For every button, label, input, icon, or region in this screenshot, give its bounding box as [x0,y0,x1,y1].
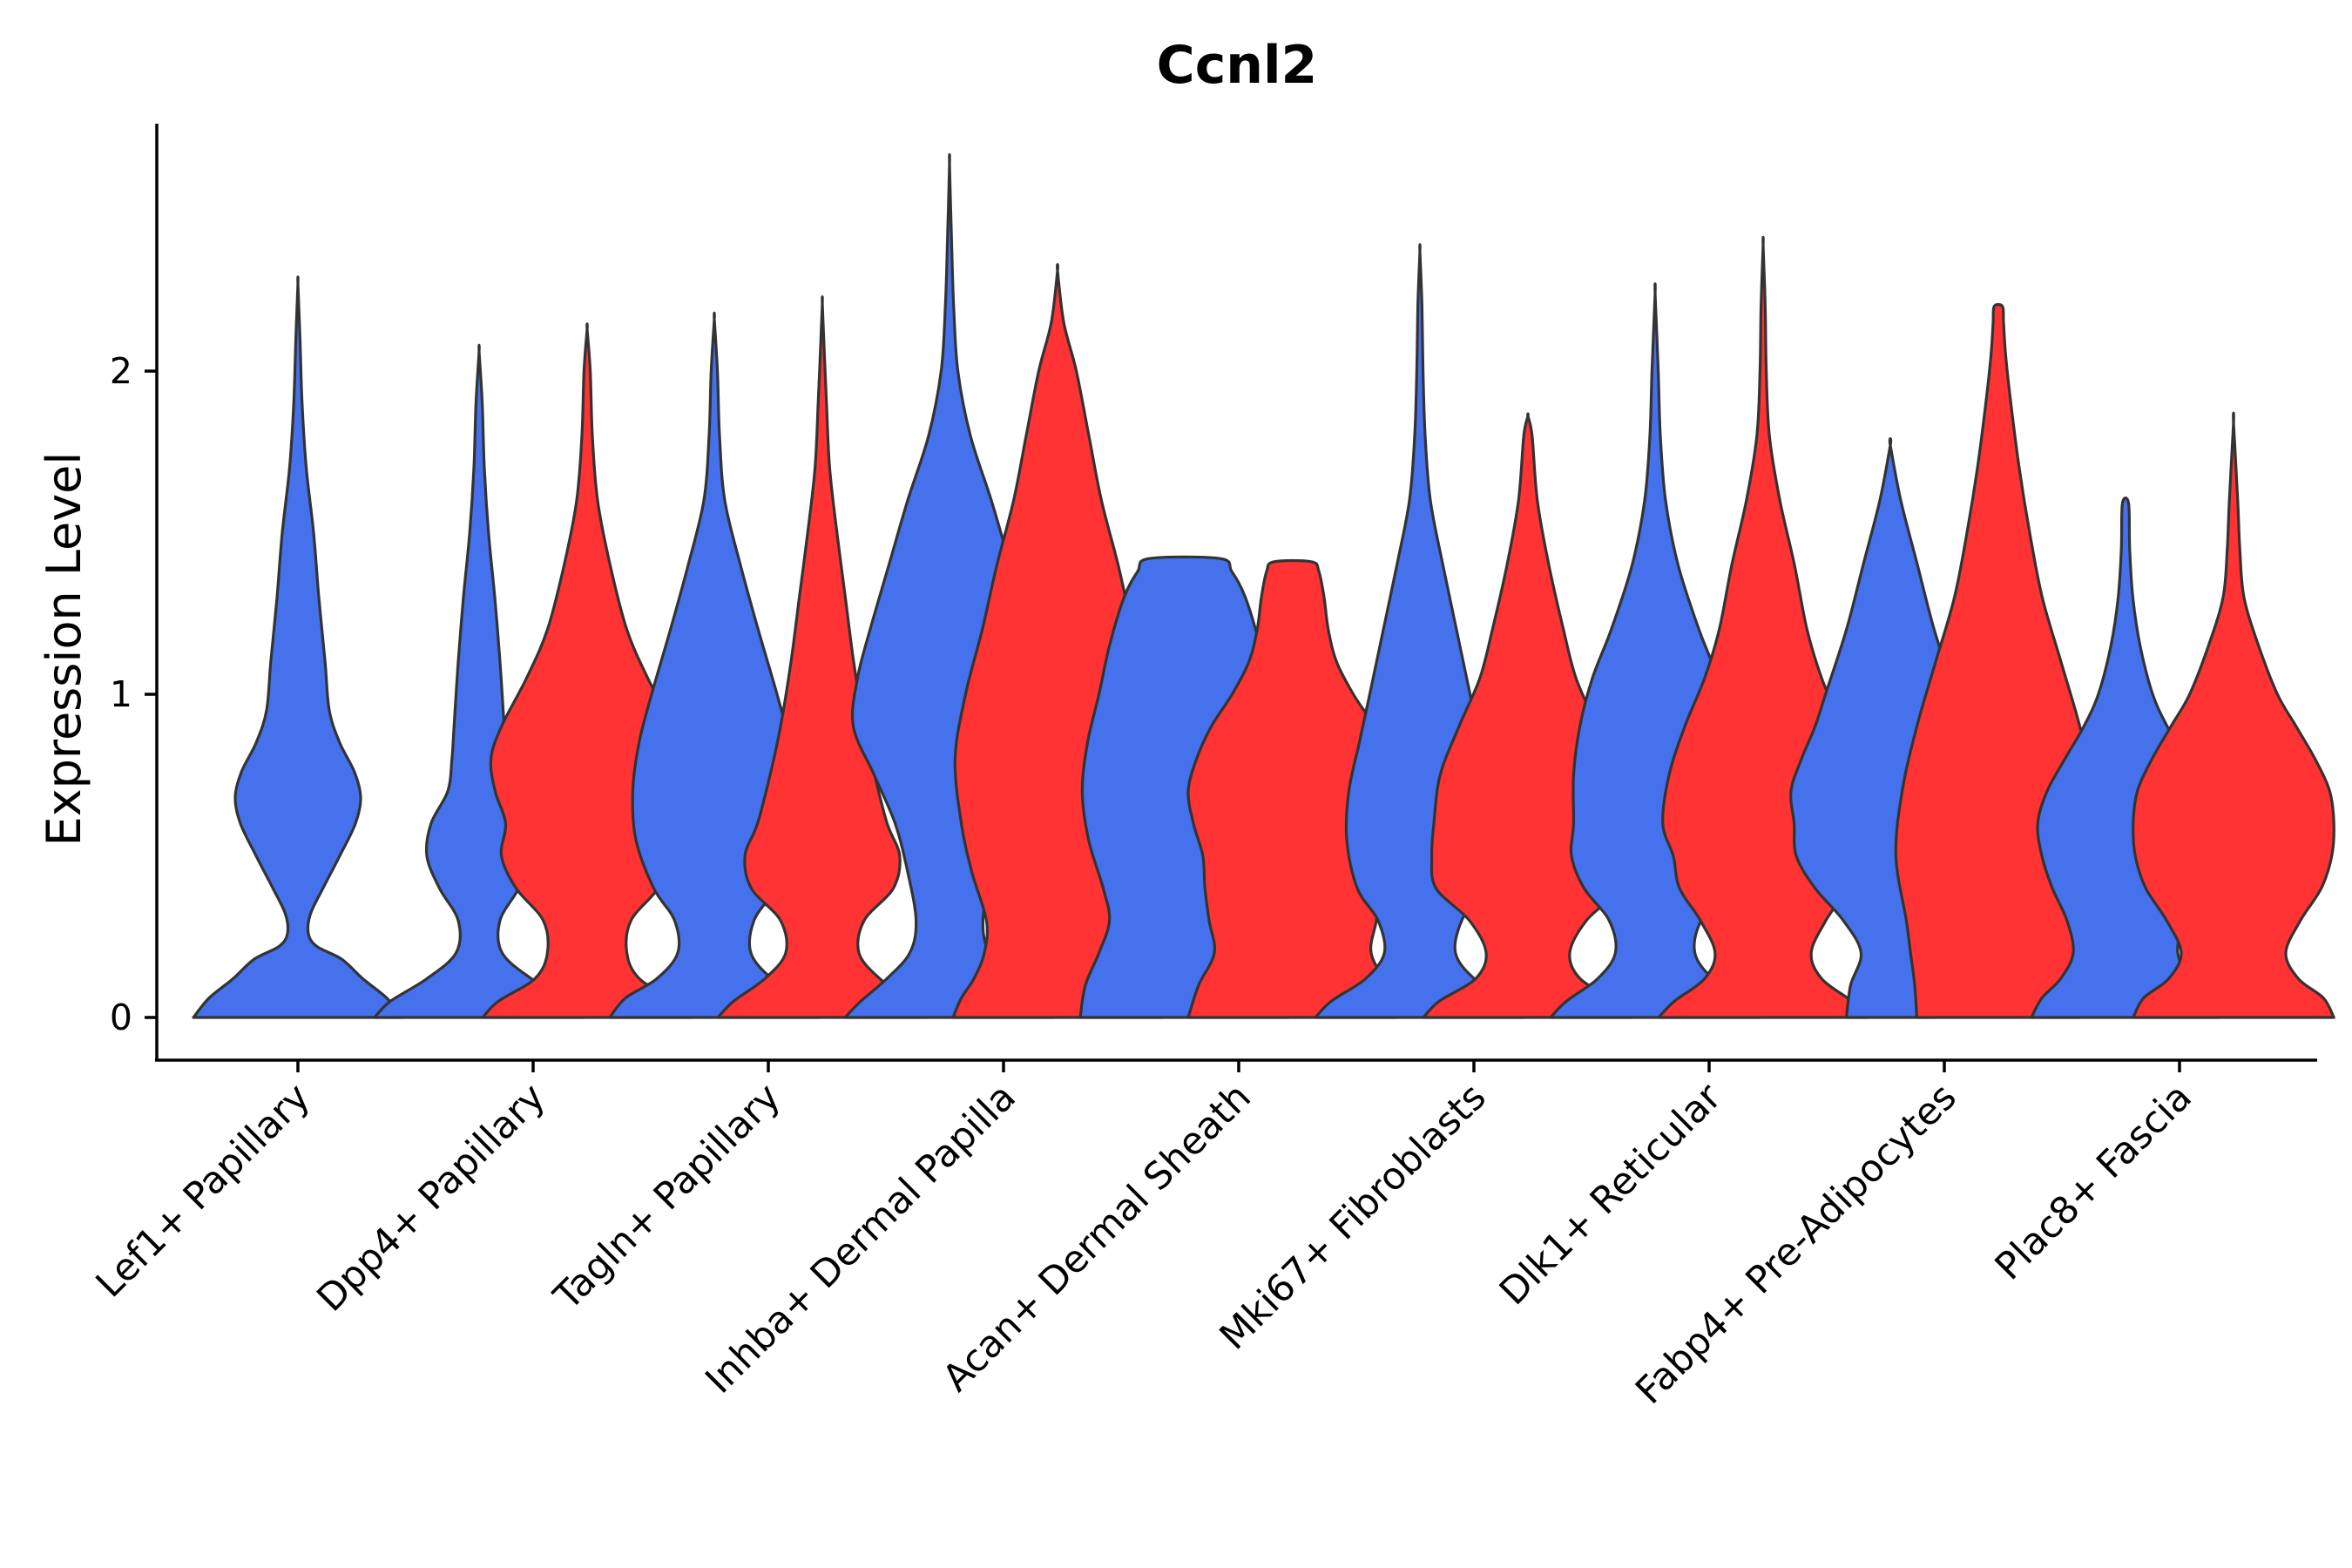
y-axis-label: Expression Level [37,452,91,847]
violins-group [192,152,2335,1019]
y-tick-label: 0 [110,997,132,1038]
chart-title: Ccnl2 [1157,35,1318,96]
violin-9-b [2132,411,2335,1019]
y-tick-label: 2 [110,350,132,392]
violin-1-a [192,275,404,1019]
y-tick-label: 1 [110,673,132,715]
violin-3-b [716,295,929,1019]
y-ticks-group: 0 1 2 [110,350,157,1038]
